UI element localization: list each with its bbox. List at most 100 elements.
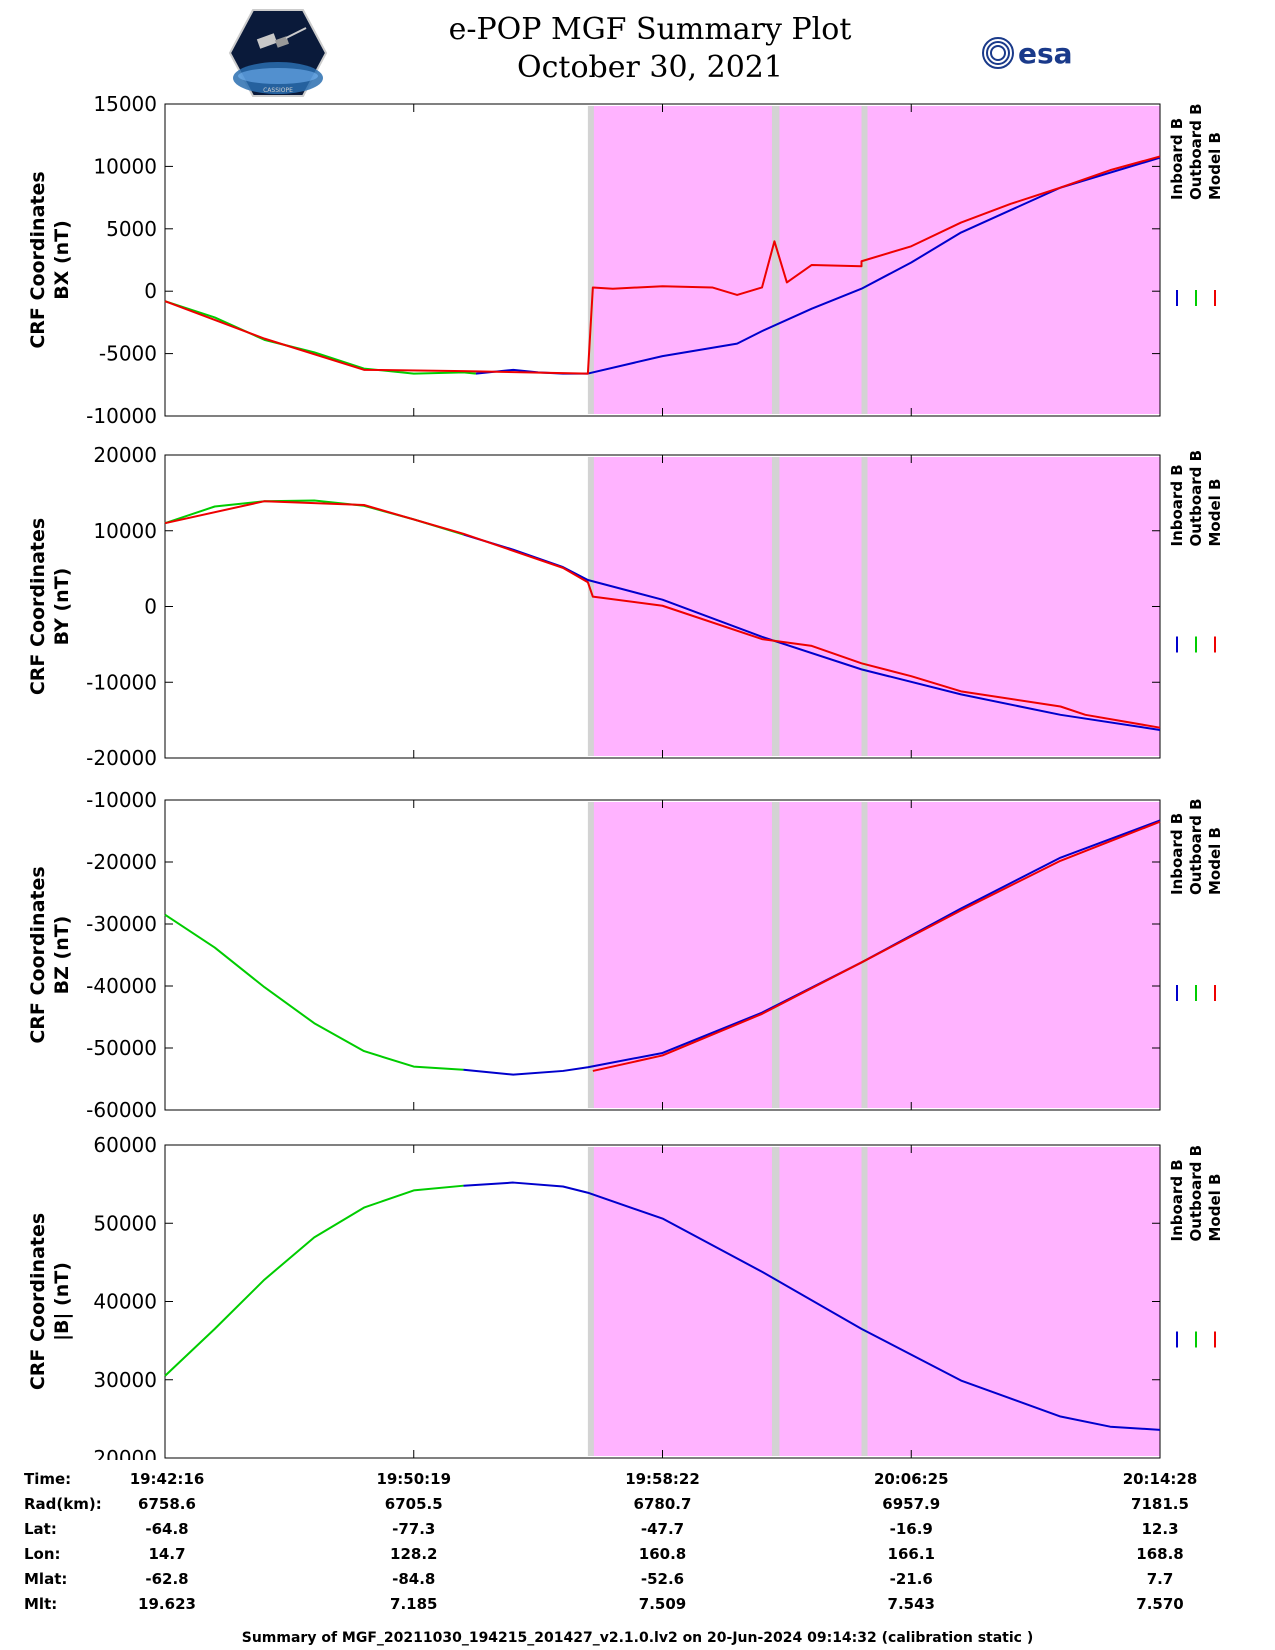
gap-shade-band bbox=[771, 106, 780, 414]
series-line-outboard-b bbox=[164, 913, 464, 1071]
info-cell: 12.3 bbox=[1141, 1520, 1179, 1538]
info-cell: 19:58:22 bbox=[625, 1470, 700, 1488]
info-cell: 6957.9 bbox=[882, 1495, 941, 1513]
series-line-outboard-b bbox=[164, 1184, 464, 1377]
gap-shade-band bbox=[587, 106, 594, 414]
legend-label: Outboard B bbox=[1187, 1145, 1205, 1242]
legend-label: Model B bbox=[1206, 479, 1224, 547]
info-cell: 168.8 bbox=[1136, 1545, 1184, 1563]
series-line-inboard-b bbox=[463, 819, 1161, 1076]
info-cell: 6780.7 bbox=[633, 1495, 692, 1513]
legend-label: Outboard B bbox=[1187, 103, 1205, 200]
info-cell: 6758.6 bbox=[138, 1495, 196, 1513]
panel-1: 15000 10000 5000 0 -5000 -10000 CRF Coordinate… bbox=[27, 92, 1224, 428]
info-cell: 7.185 bbox=[390, 1595, 438, 1613]
data-flag-shade bbox=[592, 106, 1160, 414]
y-axis-label-units: BX (nT) bbox=[51, 220, 73, 300]
y-tick-label: -10000 bbox=[86, 404, 157, 428]
info-cell: 20:14:28 bbox=[1122, 1470, 1198, 1488]
y-axis-label: CRF Coordinates bbox=[27, 518, 49, 695]
series-line-model-b bbox=[592, 820, 1161, 1072]
y-tick-label: -20000 bbox=[86, 850, 157, 874]
y-axis-label: CRF Coordinates bbox=[27, 1213, 49, 1390]
info-cell: -84.8 bbox=[392, 1570, 436, 1588]
cassiope-logo-text: CASSIOPE bbox=[263, 87, 293, 94]
y-tick-label: 0 bbox=[144, 595, 157, 619]
y-tick-label: 40000 bbox=[93, 1290, 157, 1314]
y-tick-label: -10000 bbox=[86, 788, 157, 812]
chart-title: e-POP MGF Summary Plot bbox=[448, 12, 852, 47]
series-line-outboard-b bbox=[164, 300, 477, 375]
esa-logo: esa bbox=[982, 37, 1073, 70]
info-cell: 19:42:16 bbox=[129, 1470, 205, 1488]
legend-label: Inboard B bbox=[1168, 813, 1186, 895]
info-cell: 128.2 bbox=[390, 1545, 438, 1563]
y-tick-label: -40000 bbox=[86, 974, 157, 998]
info-cell: -47.7 bbox=[640, 1520, 685, 1538]
y-tick-label: 20000 bbox=[93, 1446, 157, 1460]
legend-label: Model B bbox=[1206, 132, 1224, 200]
y-tick-label: -30000 bbox=[86, 912, 157, 936]
panel-3: -10000 -20000 -30000 -40000 -50000 -60000 CRF … bbox=[27, 788, 1224, 1122]
y-tick-label: -50000 bbox=[86, 1036, 157, 1060]
info-cell: -52.6 bbox=[640, 1570, 685, 1588]
info-row-label: Time: bbox=[24, 1470, 72, 1488]
info-cell: -16.9 bbox=[889, 1520, 933, 1538]
info-cell: 7.570 bbox=[1136, 1595, 1184, 1613]
info-cell: -62.8 bbox=[145, 1570, 189, 1588]
series-line-inboard-b bbox=[463, 1181, 1161, 1431]
legend-label: Model B bbox=[1206, 827, 1224, 895]
info-row-label: Lat: bbox=[24, 1520, 57, 1538]
y-axis-label-units: BY (nT) bbox=[51, 568, 73, 646]
y-axis-label: CRF Coordinates bbox=[27, 171, 49, 348]
info-row-label: Mlat: bbox=[24, 1570, 68, 1588]
y-tick-label: 30000 bbox=[93, 1368, 157, 1392]
gap-shade-band bbox=[587, 1147, 594, 1456]
gap-shade-band bbox=[587, 457, 594, 756]
info-cell: 166.1 bbox=[887, 1545, 935, 1563]
info-cell: -77.3 bbox=[392, 1520, 436, 1538]
y-tick-label: 10000 bbox=[93, 154, 157, 178]
y-tick-label: 10000 bbox=[93, 519, 157, 543]
legend-label: Inboard B bbox=[1168, 1159, 1186, 1241]
legend-label: Inboard B bbox=[1168, 118, 1186, 200]
footer-caption: Summary of MGF_20211030_194215_201427_v2… bbox=[241, 1630, 1034, 1646]
legend-label: Model B bbox=[1206, 1174, 1224, 1242]
series-line-outboard-b bbox=[164, 499, 464, 536]
info-cell: -64.8 bbox=[145, 1520, 189, 1538]
gap-shade-band bbox=[771, 802, 780, 1108]
data-flag-shade bbox=[592, 457, 1160, 756]
info-cell: -21.6 bbox=[889, 1570, 933, 1588]
y-tick-label: 60000 bbox=[93, 1133, 157, 1157]
panel-4: 60000 50000 40000 30000 20000 CRF Coordinates… bbox=[27, 1133, 1224, 1460]
gap-shade-band bbox=[861, 1147, 868, 1456]
series-line-model-b bbox=[164, 155, 1161, 375]
info-cell: 20:06:25 bbox=[873, 1470, 949, 1488]
y-tick-label: -10000 bbox=[86, 670, 157, 694]
gap-shade-band bbox=[587, 802, 594, 1108]
legend-label: Inboard B bbox=[1168, 464, 1186, 546]
legend-label: Outboard B bbox=[1187, 450, 1205, 547]
y-tick-label: 50000 bbox=[93, 1211, 157, 1235]
cassiope-logo: CASSIOPE bbox=[228, 9, 328, 97]
gap-shade-band bbox=[771, 1147, 780, 1456]
y-axis-label: CRF Coordinates bbox=[27, 866, 49, 1043]
info-row-label: Rad(km): bbox=[24, 1495, 102, 1513]
legend-label: Outboard B bbox=[1187, 798, 1205, 895]
info-cell: 7.509 bbox=[638, 1595, 687, 1613]
y-axis-label-units: BZ (nT) bbox=[51, 916, 73, 995]
info-row-label: Mlt: bbox=[24, 1595, 58, 1613]
info-cell: 14.7 bbox=[148, 1545, 186, 1563]
panel-2: 20000 10000 0 -10000 -20000 CRF Coordinates BY… bbox=[27, 443, 1224, 770]
y-tick-label: 20000 bbox=[93, 443, 157, 467]
info-row-label: Lon: bbox=[24, 1545, 61, 1563]
series-line-model-b bbox=[164, 500, 1161, 729]
data-flag-shade bbox=[592, 1147, 1160, 1456]
gap-shade-band bbox=[771, 457, 780, 756]
chart-date: October 30, 2021 bbox=[517, 50, 783, 85]
info-cell: 19:50:19 bbox=[376, 1470, 452, 1488]
y-tick-label: -20000 bbox=[86, 746, 157, 770]
info-cell: 19.623 bbox=[138, 1595, 196, 1613]
info-cell: 7.543 bbox=[887, 1595, 935, 1613]
